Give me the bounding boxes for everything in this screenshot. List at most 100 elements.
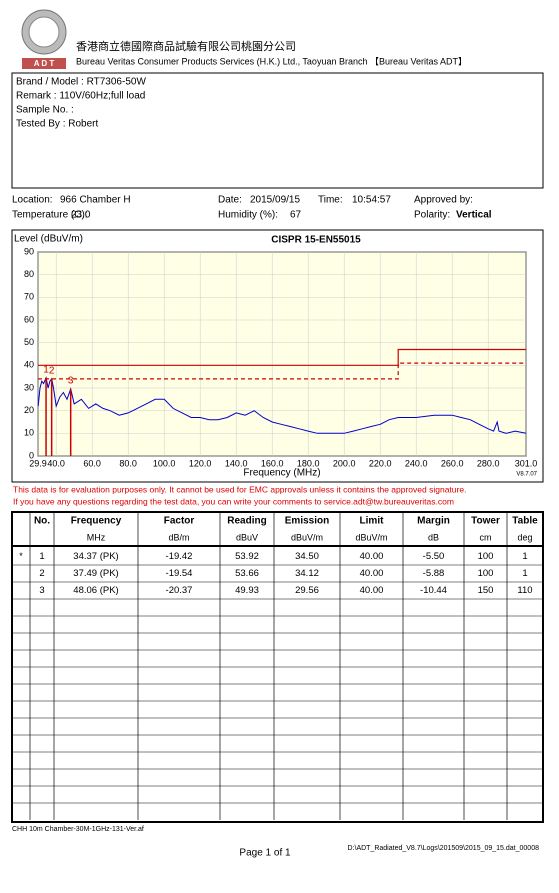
column-unit: dBuV/m xyxy=(291,532,323,542)
meta-label: Polarity: xyxy=(414,210,450,221)
column-header: Emission xyxy=(285,516,329,527)
meta-label: Date: xyxy=(218,195,242,206)
company-zh: 香港商立德國際商品試驗有限公司桃園分公司 xyxy=(76,39,296,53)
x-tick-label: 140.0 xyxy=(225,458,248,468)
table-cell: 49.93 xyxy=(235,585,259,596)
limit-file: CHH 10m Chamber-30M-1GHz-131-Ver.af xyxy=(12,826,144,833)
column-unit: MHz xyxy=(87,532,106,542)
column-header: Frequency xyxy=(71,516,122,527)
x-tick-label: 160.0 xyxy=(261,458,284,468)
y-tick-label: 0 xyxy=(29,450,34,460)
x-tick-label: 301.0 xyxy=(515,458,538,468)
row-flag: * xyxy=(19,551,23,561)
table-cell: 34.37 (PK) xyxy=(73,551,118,562)
table-cell: 1 xyxy=(522,568,527,579)
trace xyxy=(37,376,527,434)
y-tick-label: 40 xyxy=(24,360,34,370)
x-tick-label: 240.0 xyxy=(405,458,428,468)
plot-area xyxy=(37,251,527,457)
column-header: No. xyxy=(34,516,50,527)
table-cell: 1 xyxy=(39,551,44,562)
meta-value: 23.0 xyxy=(71,210,91,221)
column-header: Reading xyxy=(227,516,266,527)
table-cell: 40.00 xyxy=(360,551,384,562)
x-tick-label: 280.0 xyxy=(477,458,500,468)
meta-label: Approved by: xyxy=(414,195,473,206)
marker-label: 3 xyxy=(68,376,74,387)
y-tick-label: 20 xyxy=(24,405,34,415)
table-cell: -20.37 xyxy=(166,585,193,596)
table-cell: 110 xyxy=(517,585,532,596)
table-cell: 34.50 xyxy=(295,551,319,562)
meta-value: 67 xyxy=(290,210,302,221)
y-tick-label: 60 xyxy=(24,314,34,324)
x-tick-label: 40.0 xyxy=(47,458,65,468)
info-box xyxy=(11,72,544,189)
marker-label: 2 xyxy=(49,365,55,376)
column-unit: deg xyxy=(517,532,532,542)
table-cell: -5.88 xyxy=(423,568,445,579)
x-tick-label: 200.0 xyxy=(333,458,356,468)
company-en: Bureau Veritas Consumer Products Service… xyxy=(76,56,467,66)
x-tick-label: 60.0 xyxy=(83,458,101,468)
table-cell: 100 xyxy=(478,568,494,579)
column-header: Factor xyxy=(164,516,195,527)
disclaimer: If you have any questions regarding the … xyxy=(13,496,454,506)
column-header: Margin xyxy=(417,516,450,527)
column-unit: dBuV xyxy=(236,532,258,542)
table-cell: 48.06 (PK) xyxy=(73,585,118,596)
y-tick-label: 30 xyxy=(24,382,34,392)
meta-label: Time: xyxy=(318,195,343,206)
column-unit: dB xyxy=(428,532,439,542)
meta-label: Temperature (C): xyxy=(12,210,88,221)
column-unit: dB/m xyxy=(168,532,189,542)
meta-value: 966 Chamber H xyxy=(60,195,131,206)
x-tick-label: 80.0 xyxy=(119,458,137,468)
y-tick-label: 90 xyxy=(24,246,34,256)
table-cell: 150 xyxy=(478,585,494,596)
y-tick-label: 70 xyxy=(24,292,34,302)
column-unit: dBuV/m xyxy=(355,532,387,542)
y-tick-label: 10 xyxy=(24,428,34,438)
table-cell: -10.44 xyxy=(420,585,447,596)
limit-line xyxy=(38,348,526,366)
column-unit: cm xyxy=(480,532,492,542)
table-cell: 3 xyxy=(39,585,44,596)
info-line: Brand / Model : RT7306-50W xyxy=(16,77,146,88)
y-axis-label: Level (dBuV/m) xyxy=(14,234,83,245)
table-cell: 1 xyxy=(522,551,527,562)
table-cell: 53.66 xyxy=(235,568,259,579)
x-tick-label: 29.9 xyxy=(29,458,47,468)
table-cell: -19.42 xyxy=(166,551,193,562)
meta-value: 2015/09/15 xyxy=(250,195,300,206)
meta-label: Humidity (%): xyxy=(218,210,278,221)
info-line: Tested By : Robert xyxy=(16,119,98,130)
marker-label: 1 xyxy=(43,364,49,375)
version: V8.7.07 xyxy=(516,472,537,478)
table-cell: -19.54 xyxy=(166,568,193,579)
column-header: Tower xyxy=(471,516,500,527)
logo xyxy=(21,9,67,69)
disclaimer: This data is for evaluation purposes onl… xyxy=(13,484,466,494)
y-tick-label: 80 xyxy=(24,269,34,279)
table-cell: 2 xyxy=(39,568,44,579)
table-cell: 34.12 xyxy=(295,568,319,579)
info-line: Sample No. : xyxy=(16,105,74,116)
x-tick-label: 100.0 xyxy=(153,458,176,468)
y-tick-label: 50 xyxy=(24,337,34,347)
chart-title: CISPR 15-EN55015 xyxy=(271,235,361,246)
table-cell: 53.92 xyxy=(235,551,259,562)
x-axis-label: Frequency (MHz) xyxy=(243,468,320,479)
file-path: D:\ADT_Radiated_V8.7\Logs\201509\2015_09… xyxy=(348,845,540,852)
column-header: Table xyxy=(512,516,538,527)
meta-label: Location: xyxy=(12,195,53,206)
table-cell: 100 xyxy=(478,551,494,562)
table-cell: -5.50 xyxy=(423,551,445,562)
x-tick-label: 260.0 xyxy=(441,458,464,468)
x-tick-label: 180.0 xyxy=(297,458,320,468)
table-cell: 29.56 xyxy=(295,585,319,596)
table-cell: 37.49 (PK) xyxy=(73,568,118,579)
meta-value: Vertical xyxy=(456,210,492,221)
